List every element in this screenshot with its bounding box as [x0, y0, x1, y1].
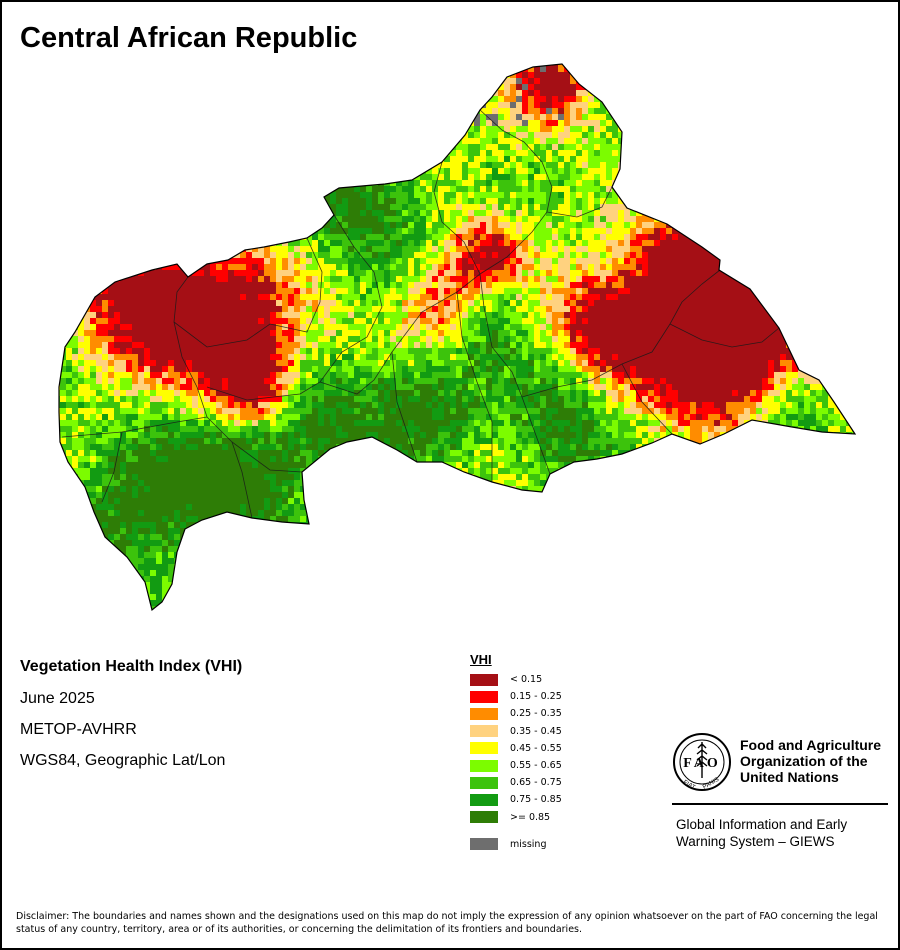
legend-item: < 0.15	[470, 671, 562, 688]
legend-swatch	[470, 707, 498, 720]
legend-item: >= 0.85	[470, 809, 562, 826]
legend-item: 0.35 - 0.45	[470, 723, 562, 740]
legend-label: 0.55 - 0.65	[510, 760, 562, 772]
legend-item-missing: missing	[470, 836, 562, 853]
period-label: June 2025	[20, 690, 95, 707]
legend-swatch	[470, 725, 498, 738]
legend-swatch-missing	[470, 838, 498, 851]
legend-label-missing: missing	[510, 838, 547, 850]
legend-swatch	[470, 673, 498, 686]
vhi-map	[58, 63, 856, 611]
legend-swatch	[470, 811, 498, 824]
map-title: Central African Republic	[20, 22, 358, 54]
legend-label: 0.65 - 0.75	[510, 777, 562, 789]
vhi-legend: VHI < 0.15 0.15 - 0.25 0.25 - 0.35 0.35 - 0…	[470, 652, 562, 853]
fao-logo-letters: FAO	[683, 756, 721, 771]
projection-label: WGS84, Geographic Lat/Lon	[20, 752, 226, 769]
legend-label: 0.35 - 0.45	[510, 725, 562, 737]
legend-swatch	[470, 793, 498, 806]
index-title: Vegetation Health Index (VHI)	[20, 658, 243, 675]
legend-label: >= 0.85	[510, 811, 551, 823]
map-info: Vegetation Health Index (VHI) June 2025 …	[20, 658, 242, 783]
legend-item: 0.75 - 0.85	[470, 791, 562, 808]
disclaimer-text: Disclaimer: The boundaries and names sho…	[16, 911, 878, 935]
fao-logo-icon: FAO FIAT PANIS	[673, 733, 731, 792]
giews-name: Global Information and Early Warning Sys…	[676, 816, 886, 850]
org-divider	[672, 803, 888, 805]
legend-swatch	[470, 776, 498, 789]
org-name-line-3: United Nations	[740, 769, 839, 785]
sensor-label: METOP-AVHRR	[20, 721, 137, 738]
legend-swatch	[470, 742, 498, 755]
org-name-line-1: Food and Agriculture	[740, 737, 882, 753]
legend-swatch	[470, 690, 498, 703]
legend-item: 0.45 - 0.55	[470, 740, 562, 757]
legend-rows: < 0.15 0.15 - 0.25 0.25 - 0.35 0.35 - 0.45 0…	[470, 671, 562, 826]
legend-label: < 0.15	[510, 674, 543, 686]
legend-swatch	[470, 759, 498, 772]
legend-label: 0.25 - 0.35	[510, 708, 562, 720]
org-name-line-2: Organization of the	[740, 753, 868, 769]
legend-label: 0.15 - 0.25	[510, 691, 562, 703]
legend-label: 0.45 - 0.55	[510, 742, 562, 754]
giews-line-1: Global Information and Early	[676, 817, 848, 832]
legend-item: 0.25 - 0.35	[470, 705, 562, 722]
legend-item: 0.65 - 0.75	[470, 774, 562, 791]
legend-item: 0.15 - 0.25	[470, 688, 562, 705]
giews-line-2: Warning System – GIEWS	[676, 834, 835, 849]
fao-logo-motto-left: FIAT	[682, 780, 696, 792]
legend-label: 0.75 - 0.85	[510, 794, 562, 806]
legend-item: 0.55 - 0.65	[470, 757, 562, 774]
org-name: Food and Agriculture Organization of the…	[740, 737, 898, 785]
legend-title: VHI	[470, 652, 492, 667]
